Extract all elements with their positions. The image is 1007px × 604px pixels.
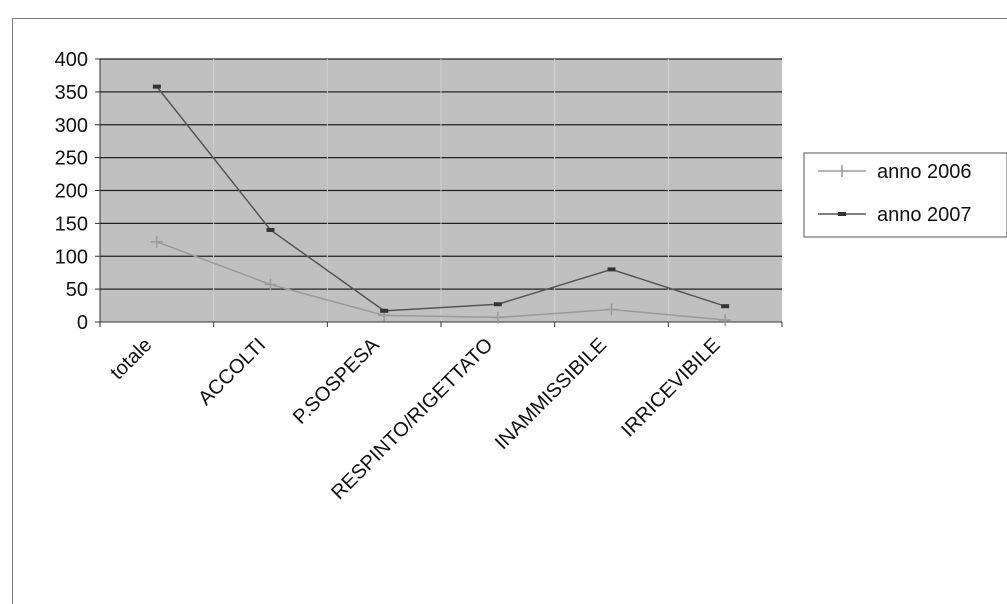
y-tick-label: 0 [77,312,88,334]
y-tick-label: 50 [66,279,88,301]
data-point [719,314,732,327]
y-axis-ticks: 0 50 100 150 200 250 300 350 400 [55,49,100,334]
y-tick-label: 350 [55,82,88,104]
chart-frame [12,18,1007,604]
y-tick-label: 400 [55,49,88,71]
x-tick-label: IRRICEVIBILE [617,334,725,442]
x-tick-label: INAMMISSIBILE [491,334,611,454]
data-point [493,302,502,307]
y-tick-label: 300 [55,115,88,137]
data-point [150,235,163,248]
data-point [264,278,277,291]
x-tick-label: totale [106,334,156,384]
data-point [266,227,275,232]
y-tick-label: 150 [55,213,88,235]
data-point [605,303,618,316]
legend-label-2006: anno 2006 [877,161,972,183]
legend-marker-2007 [838,212,846,216]
series-layer [150,84,732,327]
legend-label-2007: anno 2007 [877,204,972,226]
y-tick-label: 200 [55,181,88,203]
category-separators [99,59,783,327]
y-tick-label: 250 [55,148,88,170]
x-tick-label: P.SOSPESA [289,334,384,429]
x-axis-labels: totale ACCOLTI P.SOSPESARESPINTO/RIGETTATO… [106,334,724,505]
legend: anno 2006 anno 2007 [803,152,1007,238]
data-point [491,311,504,324]
series-line-2 [156,86,726,312]
y-tick-label: 100 [55,246,88,268]
data-point [152,84,161,89]
data-point [380,308,389,313]
x-tick-label: ACCOLTI [194,334,270,410]
series-line-1 [156,241,726,321]
legend-box [803,152,1007,238]
data-point [721,304,730,309]
data-point [607,267,616,272]
